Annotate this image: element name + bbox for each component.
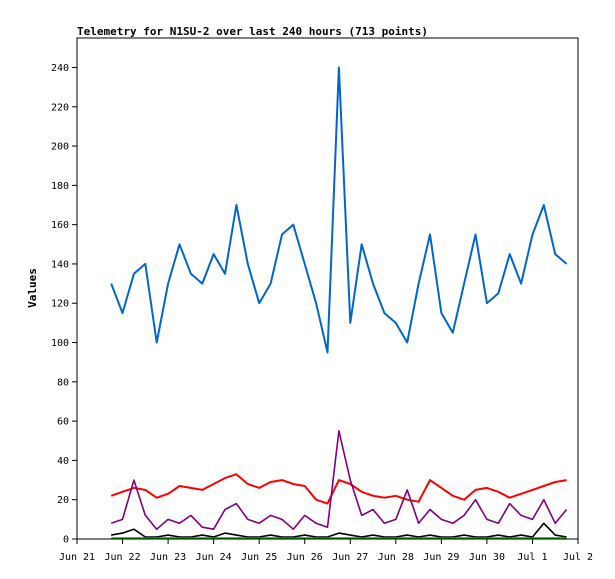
y-tick-label: 60 — [57, 417, 69, 428]
y-tick-label: 140 — [51, 259, 69, 270]
x-tick-label: Jul 1 — [517, 552, 547, 563]
y-tick-label: 240 — [51, 63, 69, 74]
y-tick-label: 220 — [51, 102, 69, 113]
x-tick-label: Jun 30 — [469, 552, 505, 563]
y-axis-title: Values — [26, 268, 39, 308]
series-line-0 — [110, 66, 568, 354]
y-tick-label: 200 — [51, 142, 69, 153]
chart-title: Telemetry for N1SU-2 over last 240 hours… — [77, 25, 428, 38]
y-tick-label: 80 — [57, 377, 69, 388]
y-tick-label: 100 — [51, 338, 69, 349]
y-tick-label: 20 — [57, 495, 69, 506]
series-line-2 — [110, 430, 568, 531]
x-tick-label: Jun 26 — [287, 552, 323, 563]
series-line-3 — [111, 522, 567, 538]
x-tick-label: Jun 22 — [104, 552, 140, 563]
y-tick-label: 180 — [51, 181, 69, 192]
x-axis: Jun 21 Jun 22 Jun 23 Jun 24 Jun 25 Jun 26 Jun … — [59, 539, 593, 563]
y-tick-label: 40 — [57, 456, 69, 467]
y-tick-label: 160 — [51, 220, 69, 231]
series-line-1 — [110, 473, 567, 505]
x-tick-label: Jun 21 — [59, 552, 95, 563]
x-tick-label: Jun 29 — [423, 552, 459, 563]
y-tick-label: 120 — [51, 299, 69, 310]
x-tick-label: Jun 24 — [196, 552, 232, 563]
x-tick-label: Jun 25 — [241, 552, 277, 563]
x-tick-label: Jun 23 — [150, 552, 186, 563]
y-tick-label: 0 — [63, 535, 69, 546]
plot-frame — [76, 37, 579, 540]
x-tick-label: Jul 2 — [563, 552, 593, 563]
series-layer — [110, 66, 568, 539]
x-tick-label: Jun 28 — [378, 552, 414, 563]
y-axis: 0 20 40 60 80 100 120 140 160 180 200 220 240 — [51, 63, 77, 546]
x-tick-label: Jun 27 — [332, 552, 368, 563]
